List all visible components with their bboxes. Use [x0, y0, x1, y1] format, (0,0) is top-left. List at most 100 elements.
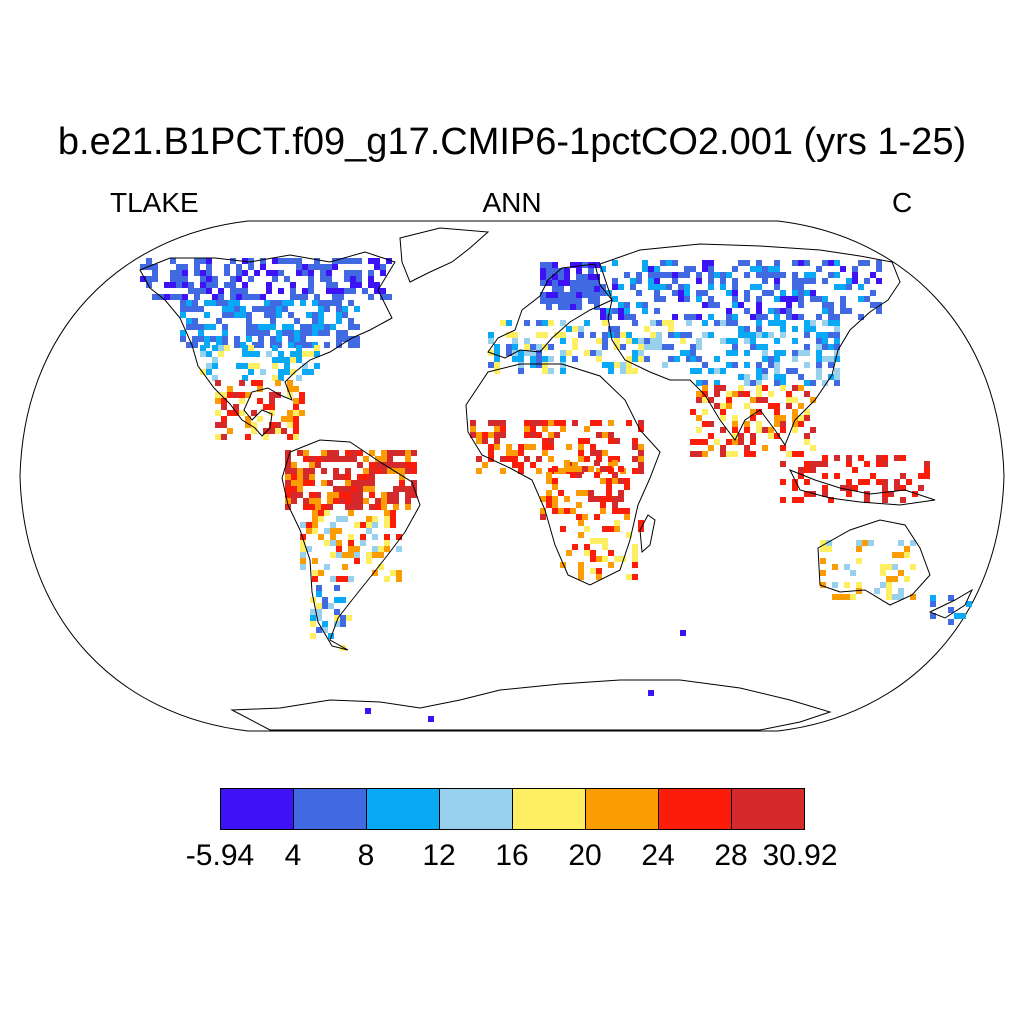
lake-cell [506, 332, 512, 338]
lake-cell [369, 504, 375, 510]
lake-cell [152, 270, 158, 276]
lake-cell [816, 332, 822, 338]
lake-cell [530, 350, 536, 356]
lake-cell [275, 380, 281, 386]
lake-cell [864, 497, 870, 503]
lake-cell [756, 427, 762, 433]
lake-cell [350, 258, 356, 264]
lake-cell [330, 552, 336, 558]
lake-cell [180, 312, 186, 318]
lake-cell [326, 288, 332, 294]
lake-cell [281, 428, 287, 434]
lake-cell [666, 260, 672, 266]
lake-cell [275, 428, 281, 434]
lake-cell [315, 498, 321, 504]
lake-cell [612, 496, 618, 502]
lake-cell [828, 272, 834, 278]
lake-cell [602, 556, 608, 562]
lake-cell [578, 456, 584, 462]
lake-cell [227, 386, 233, 392]
lake-cell [846, 308, 852, 314]
lake-cell [336, 306, 342, 312]
lake-cell [212, 375, 218, 381]
lake-cell [834, 338, 840, 344]
lake-cell [366, 552, 372, 558]
lake-cell [297, 486, 303, 492]
lake-cell [832, 564, 838, 570]
lake-cell [572, 356, 578, 362]
lake-cell [828, 308, 834, 314]
lake-cell [780, 385, 786, 391]
lake-cell [798, 451, 804, 457]
lake-cell [774, 314, 780, 320]
lake-cell [702, 290, 708, 296]
coastline-australia [817, 519, 931, 606]
lake-cell [750, 397, 756, 403]
lake-cell [696, 356, 702, 362]
lake-cell [546, 292, 552, 298]
lake-cell [339, 474, 345, 480]
lake-cell [494, 444, 500, 450]
lake-cell [278, 351, 284, 357]
lake-cell [309, 504, 315, 510]
lake-cell [482, 432, 488, 438]
lake-cell [792, 479, 798, 485]
lake-cell [332, 288, 338, 294]
colorbar-tick-label: 4 [284, 839, 302, 872]
lake-cell [170, 258, 176, 264]
lake-cell [572, 326, 578, 332]
lake-cell [680, 350, 686, 356]
lake-cell [315, 504, 321, 510]
lake-cell [230, 288, 236, 294]
lake-cell [354, 324, 360, 330]
lake-cell [834, 368, 840, 374]
lake-cell [321, 504, 327, 510]
lake-cell [846, 278, 852, 284]
lake-cell [334, 597, 340, 603]
lake-cell [702, 266, 708, 272]
lake-cell [548, 468, 554, 474]
lake-cell [834, 455, 840, 461]
lake-cell [684, 266, 690, 272]
lake-cell [140, 276, 146, 282]
lake-cell [218, 351, 224, 357]
lake-cell [650, 320, 656, 326]
lake-cell [316, 603, 322, 609]
lake-cell [348, 318, 354, 324]
lake-cell [588, 268, 594, 274]
lake-cell [822, 485, 828, 491]
lake-cell [732, 344, 738, 350]
lake-cell [542, 344, 548, 350]
lake-cell [792, 385, 798, 391]
lake-cell [564, 508, 570, 514]
lake-cell [838, 594, 844, 600]
lake-cell [242, 282, 248, 288]
lake-cell [530, 356, 536, 362]
lake-cell [340, 597, 346, 603]
lake-cell [846, 491, 852, 497]
lake-cell [326, 276, 332, 282]
lake-cell [882, 491, 888, 497]
lake-cell [702, 320, 708, 326]
lake-cell [308, 369, 314, 375]
lake-cell [774, 403, 780, 409]
lake-cell [299, 392, 305, 398]
lake-cell [894, 455, 900, 461]
lake-cell [564, 298, 570, 304]
lake-cell [276, 306, 282, 312]
lake-cell [384, 540, 390, 546]
lake-cell [275, 392, 281, 398]
lake-cell [816, 350, 822, 356]
lake-cell [786, 451, 792, 457]
lake-cell [750, 344, 756, 350]
lake-cell [572, 544, 578, 550]
lake-cell [264, 306, 270, 312]
lake-cell [696, 296, 702, 302]
lake-cell [269, 428, 275, 434]
lake-cell [146, 282, 152, 288]
lake-cell [690, 314, 696, 320]
lake-cell [275, 422, 281, 428]
lake-cell [804, 290, 810, 296]
lake-cell [564, 304, 570, 310]
lake-cell [588, 274, 594, 280]
